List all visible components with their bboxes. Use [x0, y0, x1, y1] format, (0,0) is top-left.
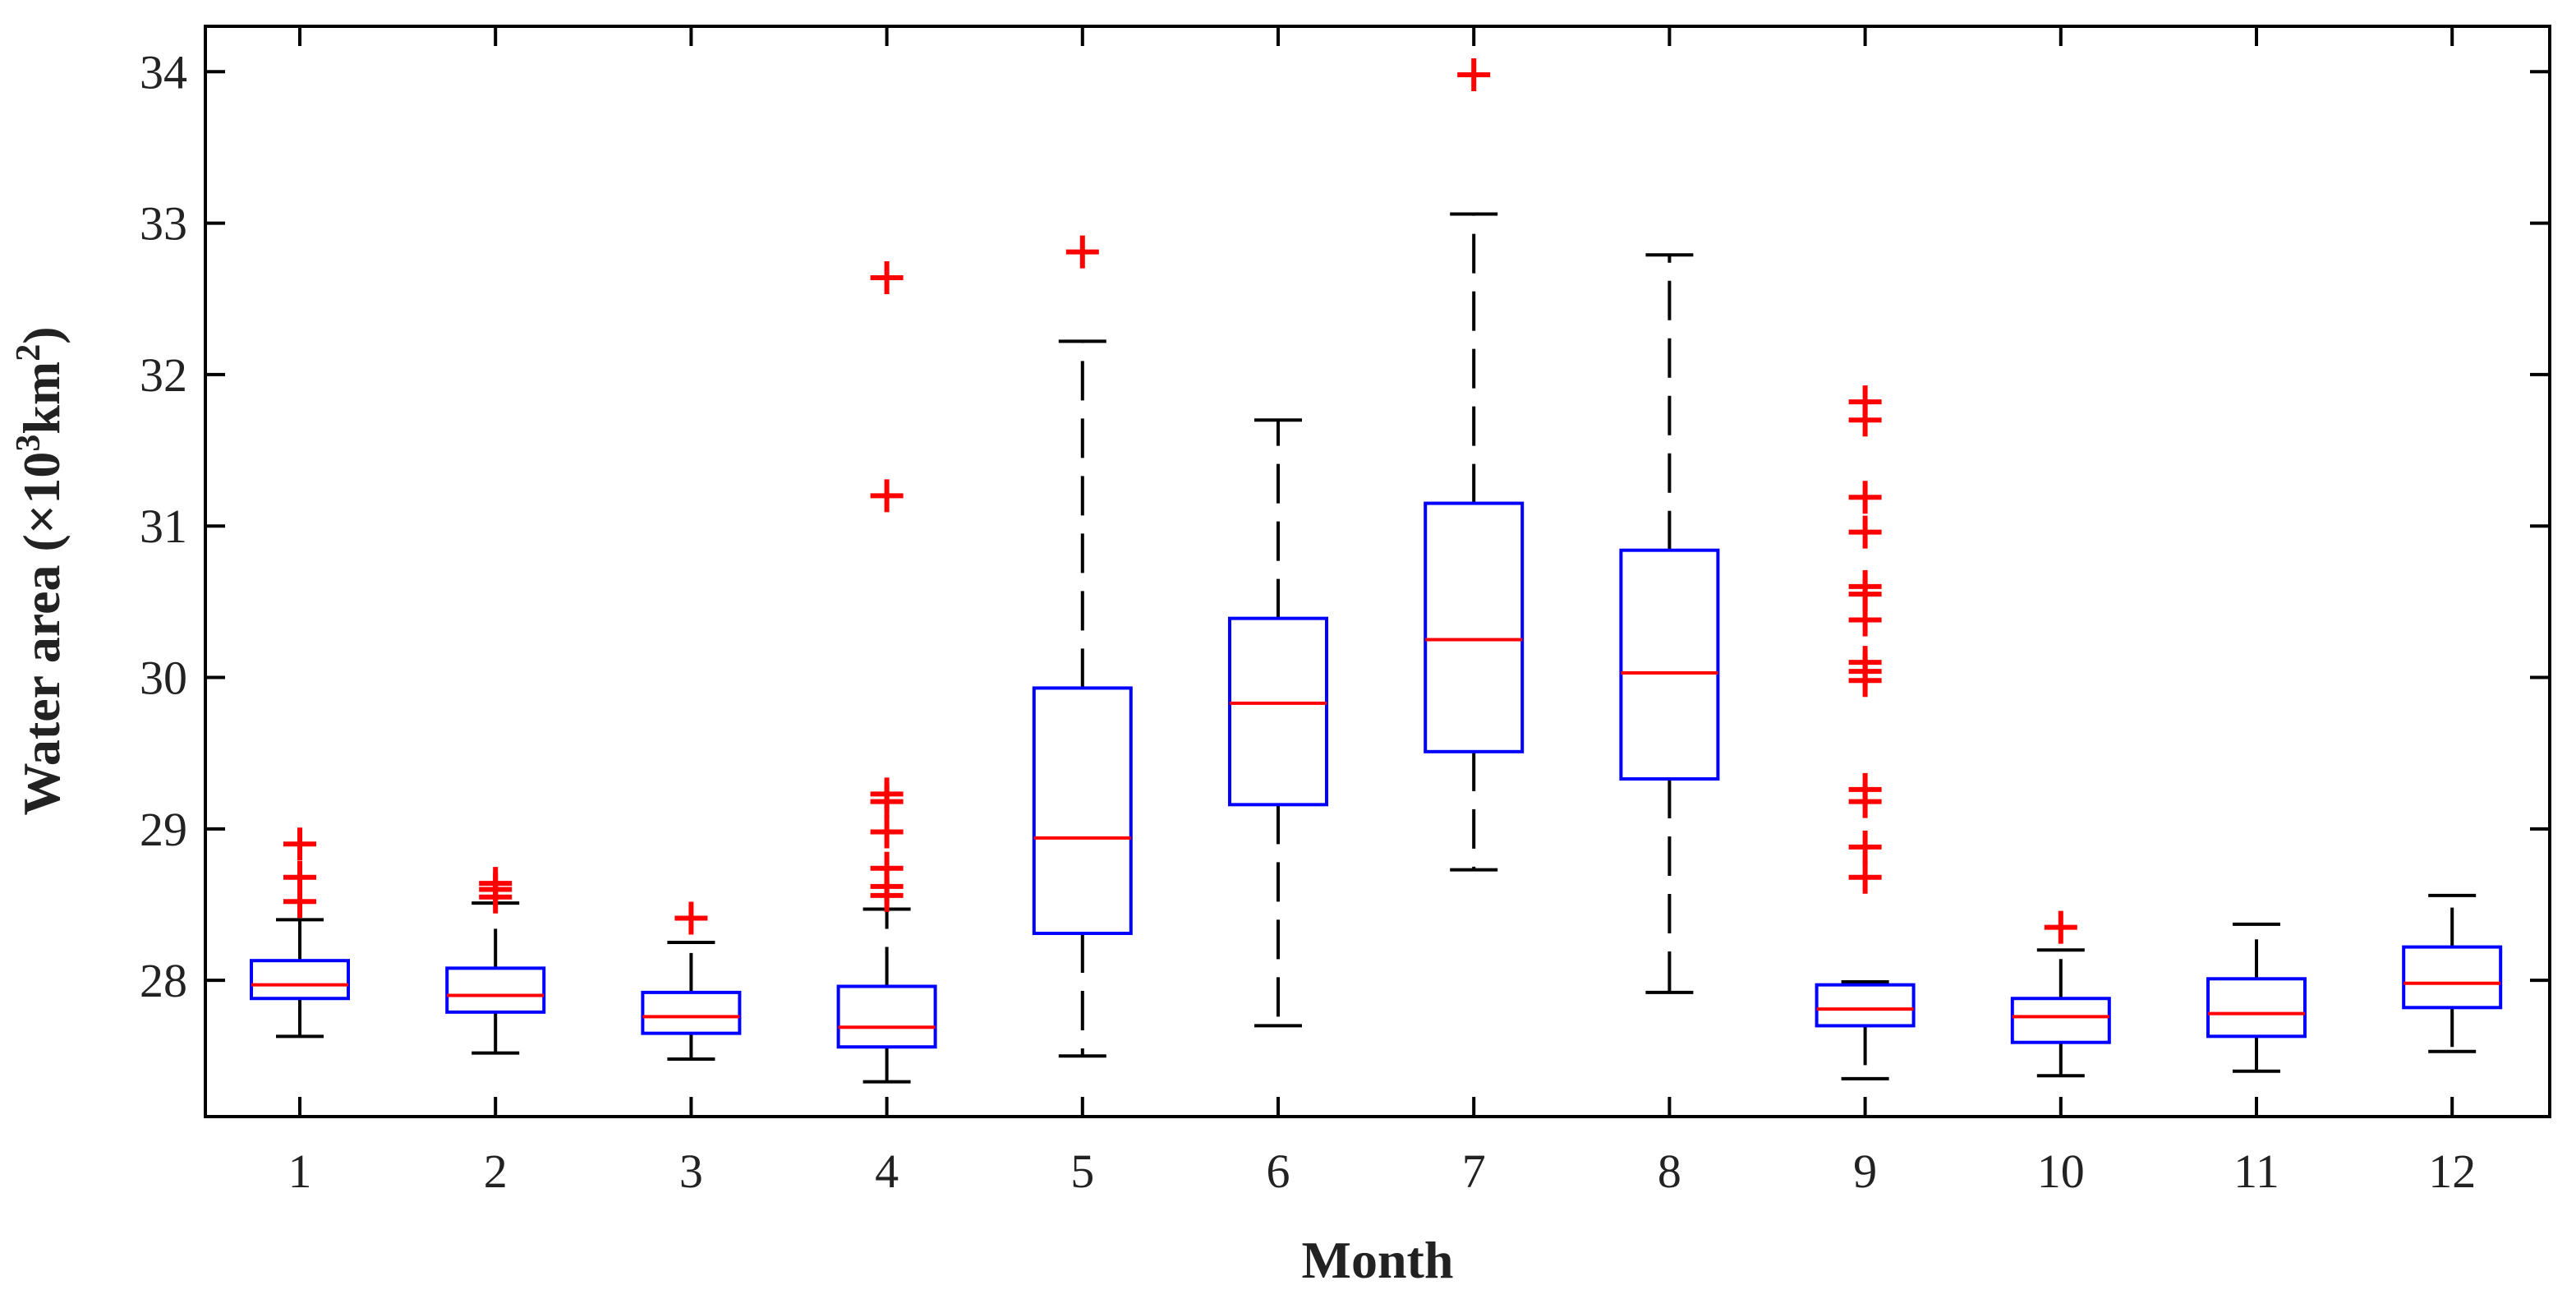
x-axis-title: Month: [1302, 1231, 1454, 1289]
box-month-9: [1815, 385, 1916, 1080]
box-month-1: [250, 827, 350, 1039]
box-month-10: [2010, 910, 2111, 1078]
iqr-box: [1228, 616, 1328, 807]
outlier-marker: [870, 479, 904, 513]
x-tick-label: 7: [1462, 1145, 1486, 1198]
box-month-7: [1424, 58, 1525, 872]
iqr-box: [1815, 983, 1916, 1028]
box-month-4: [836, 260, 937, 1084]
x-tick-label: 6: [1267, 1145, 1290, 1198]
outlier-marker: [870, 260, 904, 294]
iqr-box: [1032, 686, 1133, 935]
x-tick-label: 11: [2233, 1145, 2279, 1198]
box-month-8: [1619, 253, 1720, 994]
y-axis: 28 29 30 31 32 33 34: [140, 45, 2550, 1007]
outlier-marker: [870, 851, 904, 885]
iqr-box: [250, 959, 350, 1001]
outlier-marker: [283, 860, 316, 894]
y-tick-label: 31: [140, 500, 187, 553]
y-tick-label: 28: [140, 954, 187, 1007]
outlier-marker: [1457, 58, 1491, 91]
y-tick-label: 30: [140, 652, 187, 705]
y-tick-label: 34: [140, 45, 187, 99]
box-month-5: [1032, 235, 1133, 1058]
iqr-box: [1619, 548, 1720, 781]
outlier-marker: [2044, 910, 2077, 944]
outlier-marker: [1848, 569, 1882, 603]
x-tick-label: 1: [288, 1145, 312, 1198]
iqr-box: [2206, 977, 2307, 1039]
axes-frame: [204, 25, 2551, 1118]
outlier-marker: [1848, 860, 1882, 894]
y-tick-label: 33: [140, 197, 187, 251]
outlier-marker: [870, 815, 904, 849]
iqr-box: [2402, 945, 2503, 1010]
outlier-marker: [1848, 646, 1882, 679]
x-tick-label: 9: [1853, 1145, 1877, 1198]
plot-area: [250, 58, 2503, 1084]
outlier-marker: [1848, 772, 1882, 806]
x-tick-label: 4: [875, 1145, 899, 1198]
outlier-marker: [283, 827, 316, 861]
outlier-marker: [1065, 235, 1099, 269]
outlier-marker: [1848, 385, 1882, 419]
outlier-marker: [674, 901, 708, 935]
box-month-11: [2206, 922, 2307, 1073]
x-axis: 1 2 3 4 5 6 7 8 9 10 11 12: [288, 26, 2476, 1198]
x-tick-label: 3: [679, 1145, 703, 1198]
iqr-box: [2010, 997, 2111, 1044]
box-month-12: [2402, 893, 2503, 1053]
x-tick-label: 5: [1070, 1145, 1094, 1198]
x-tick-label: 12: [2428, 1145, 2476, 1198]
iqr-box: [641, 990, 742, 1035]
box-month-3: [641, 901, 742, 1061]
box-month-6: [1228, 418, 1328, 1028]
iqr-box: [836, 984, 937, 1049]
outlier-marker: [870, 777, 904, 811]
x-tick-label: 10: [2037, 1145, 2085, 1198]
outlier-marker: [1848, 481, 1882, 514]
y-tick-label: 32: [140, 348, 187, 402]
box-month-2: [445, 867, 546, 1055]
outlier-marker: [479, 867, 513, 901]
outlier-marker: [1848, 830, 1882, 864]
x-tick-label: 2: [484, 1145, 508, 1198]
y-tick-label: 29: [140, 803, 187, 856]
iqr-box: [1424, 501, 1525, 753]
y-axis-title: Water area (×103km2): [10, 326, 71, 815]
outlier-marker: [1848, 515, 1882, 549]
x-tick-label: 8: [1658, 1145, 1681, 1198]
iqr-box: [445, 966, 546, 1014]
